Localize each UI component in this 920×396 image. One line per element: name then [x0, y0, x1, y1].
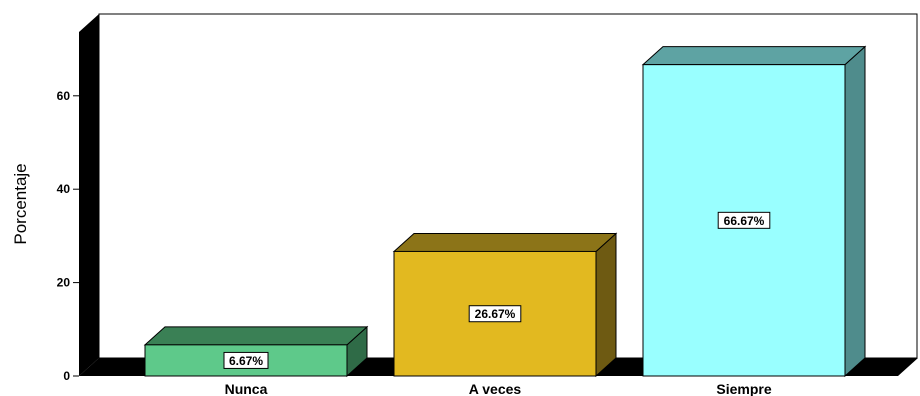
y-tick-label: 0 — [63, 369, 70, 383]
y-tick-label: 60 — [57, 89, 71, 103]
data-label-box — [223, 351, 269, 369]
bar-siempre: 66.67% — [641, 45, 867, 378]
bar-side — [595, 232, 617, 378]
x-tick-label: Siempre — [716, 381, 771, 396]
data-label: 6.67% — [229, 354, 263, 368]
bar-side — [844, 45, 866, 378]
bars: 6.67% 26.67% 66.67% — [143, 45, 867, 378]
data-label-box — [717, 211, 771, 229]
left-wall — [79, 14, 99, 376]
bar-a-veces: 26.67% — [392, 232, 618, 378]
bar-top — [143, 326, 369, 346]
data-label: 66.67% — [724, 214, 765, 228]
y-tick-label: 20 — [57, 276, 71, 290]
y-tick-label: 40 — [57, 182, 71, 196]
bar-front — [144, 344, 348, 377]
bar-nunca: 6.67% — [143, 325, 369, 378]
x-axis: Nunca A veces Siempre — [225, 381, 772, 396]
data-label: 26.67% — [475, 307, 516, 321]
y-axis: 0 20 40 60 — [57, 89, 79, 383]
data-label-box — [468, 305, 522, 323]
x-tick-label: A veces — [469, 381, 522, 396]
bar-top — [392, 232, 618, 252]
x-tick-label: Nunca — [225, 381, 268, 396]
y-axis-label: Porcentaje — [11, 163, 30, 244]
bar-top — [641, 46, 867, 66]
